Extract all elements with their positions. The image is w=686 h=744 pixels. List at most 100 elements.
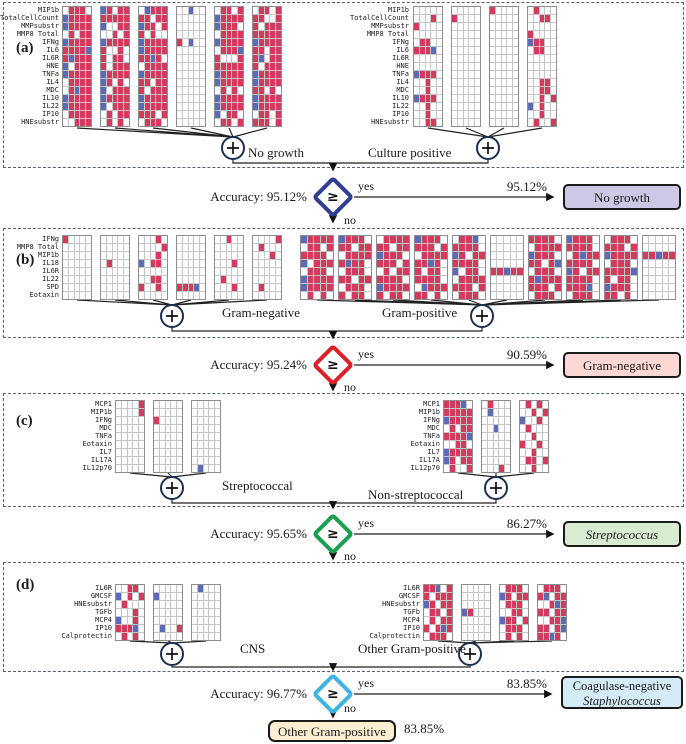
heatmap-cell (200, 119, 205, 126)
heatmap-block (423, 584, 453, 641)
heatmap-cell (264, 284, 270, 291)
heatmap-cell (555, 260, 561, 267)
heatmap-cell (314, 276, 320, 283)
heatmap-cell (156, 79, 162, 86)
heatmap-cell (276, 292, 281, 299)
heatmap-cell (504, 276, 510, 283)
heatmap-cell (100, 71, 106, 78)
heatmap-cell (466, 268, 472, 275)
heatmap-cell (617, 236, 624, 243)
panel-letter-b: (b) (16, 252, 35, 268)
heatmap-cell (112, 95, 118, 102)
heatmap-cell (270, 63, 276, 70)
heatmap-block (450, 6, 481, 127)
heatmap-cell (182, 268, 188, 275)
heatmap-cell (549, 593, 555, 600)
heatmap-cell (489, 23, 495, 30)
heatmap-cell (327, 252, 333, 259)
heatmap-cell (144, 71, 150, 78)
heatmap-cell (539, 55, 545, 62)
heatmap-cell (121, 465, 127, 472)
heatmap-cell (455, 401, 461, 408)
heatmap-cell (258, 79, 264, 86)
heatmap-cell (258, 292, 264, 299)
heatmap-cell (523, 625, 528, 632)
heatmap-cell (545, 55, 551, 62)
heatmap-cell (188, 260, 194, 267)
heatmap-cell (144, 39, 150, 46)
heatmap-cell (307, 252, 314, 259)
heatmap-cell (112, 244, 118, 251)
heatmap-cell (188, 87, 194, 94)
result-box-streptococcus: Streptococcus (563, 521, 681, 547)
heatmap-cell (537, 601, 543, 608)
heatmap-cell (511, 601, 517, 608)
heatmap-cell (276, 284, 281, 291)
row-label: TNFa (423, 432, 440, 440)
heatmap-cell (539, 103, 545, 110)
heatmap-cell (593, 268, 599, 275)
heatmap-cell (100, 276, 106, 283)
heatmap-cell (545, 111, 551, 118)
heatmap-cell (63, 55, 68, 62)
heatmap-cell (489, 31, 495, 38)
heatmap-cell (214, 55, 220, 62)
heatmap-cell (226, 244, 232, 251)
heatmap-cell (507, 71, 513, 78)
heatmap-cell (519, 449, 525, 456)
heatmap-cell (182, 87, 188, 94)
heatmap-cell (490, 236, 497, 243)
heatmap-cell (579, 284, 586, 291)
heatmap-cell (200, 252, 205, 259)
heatmap-cell (466, 284, 472, 291)
heatmap-cell (197, 601, 203, 608)
heatmap-cell (150, 15, 156, 22)
heatmap-cell (124, 244, 129, 251)
heatmap-cell (441, 244, 447, 251)
heatmap-cell (112, 31, 118, 38)
heatmap-cell (424, 625, 429, 632)
heatmap-cell (162, 39, 167, 46)
heatmap-cell (301, 244, 307, 251)
heatmap-cell (138, 79, 144, 86)
heatmap-cell (472, 252, 479, 259)
heatmap-cell (177, 457, 182, 464)
heatmap-cell (116, 441, 121, 448)
heatmap-cell (490, 276, 497, 283)
heatmap-cell (118, 244, 124, 251)
heatmap-cell (396, 268, 403, 275)
heatmap-cell (209, 593, 215, 600)
heatmap-cell (481, 457, 487, 464)
heatmap-cell (566, 284, 573, 291)
heatmap-cell (390, 292, 396, 299)
heatmap-cell (537, 617, 543, 624)
heatmap-cell (444, 457, 449, 464)
heatmap-cell (270, 47, 276, 54)
heatmap-cell (543, 601, 549, 608)
heatmap-cell (428, 276, 434, 283)
heatmap-cell (106, 236, 112, 243)
heatmap-cell (528, 276, 535, 283)
heatmap-cell (593, 260, 599, 267)
heatmap-cell (144, 87, 150, 94)
heatmap-cell (511, 585, 517, 592)
heatmap-cell (390, 276, 396, 283)
heatmap-cell (258, 268, 264, 275)
heatmap-cell (203, 585, 209, 592)
heatmap-cell (376, 268, 383, 275)
heatmap-cell (194, 276, 200, 283)
heatmap-cell (214, 111, 220, 118)
heatmap-cell (121, 401, 127, 408)
heatmap-cell (80, 63, 86, 70)
heatmap-cell (472, 260, 479, 267)
heatmap-cell (444, 465, 449, 472)
heatmap-cell (543, 425, 548, 432)
heatmap-cell (116, 609, 121, 616)
heatmap-cell (414, 284, 421, 291)
heatmap-cell (301, 292, 307, 299)
heatmap-cell (469, 39, 475, 46)
heatmap-cell (153, 601, 159, 608)
heatmap-cell (182, 284, 188, 291)
heatmap-cell (542, 284, 548, 291)
heatmap-cell (214, 7, 220, 14)
